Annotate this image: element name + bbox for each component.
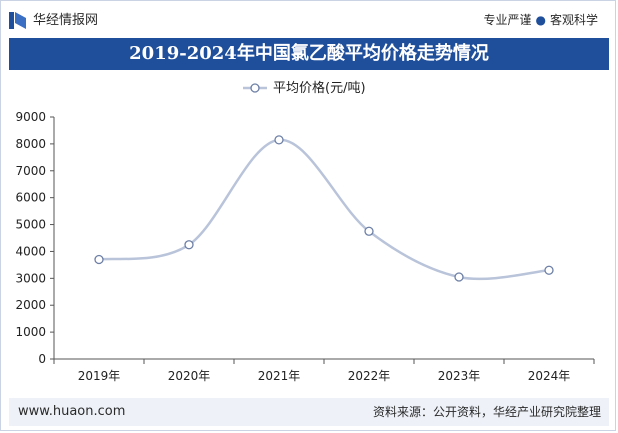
title-bar: 2019-2024年中国氯乙酸平均价格走势情况: [9, 38, 609, 70]
data-point: [364, 226, 374, 236]
y-tick-label: 2000: [15, 298, 46, 312]
x-tick-label: 2022年: [348, 369, 391, 383]
header-slogan: 专业严谨 ● 客观科学: [483, 12, 598, 29]
x-tick-label: 2021年: [258, 369, 301, 383]
series-markers: [94, 135, 554, 282]
data-point: [274, 135, 284, 145]
slogan-separator: ●: [535, 13, 546, 27]
line-chart: 0 1000 2000 3000 4000 5000 6000 7000 8000 9000 20…: [15, 80, 595, 383]
chart-axes: [50, 116, 595, 364]
chart-title: 2019-2024年中国氯乙酸平均价格走势情况: [129, 43, 489, 64]
header-bar: 华经情报网 专业严谨 ● 客观科学: [0, 0, 618, 38]
data-point: [94, 254, 104, 265]
y-tick-label: 3000: [15, 271, 46, 285]
footer-url: www.huaon.com: [18, 404, 126, 419]
data-point: [544, 265, 554, 275]
legend: 平均价格(元/吨): [243, 80, 366, 96]
y-axis-labels: 0 1000 2000 3000 4000 5000 6000 7000 8000 9000: [15, 110, 46, 366]
y-tick-label: 0: [38, 352, 46, 366]
x-tick-label: 2020年: [168, 369, 211, 383]
y-tick-label: 9000: [15, 110, 46, 124]
slogan-left: 专业严谨: [483, 13, 532, 27]
data-point: [454, 272, 464, 282]
footer-bar: www.huaon.com 资料来源：公开资料，华经产业研究院整理: [9, 398, 609, 426]
series-line: [98, 138, 550, 281]
brand-name: 华经情报网: [33, 13, 99, 28]
y-tick-label: 4000: [15, 244, 46, 258]
x-tick-label: 2019年: [78, 369, 121, 383]
x-tick-label: 2023年: [438, 369, 481, 383]
slogan-right: 客观科学: [549, 13, 598, 27]
legend-marker: [250, 83, 260, 93]
x-axis-labels: 2019年 2020年 2021年 2022年 2023年 2024年: [78, 369, 571, 383]
x-tick-label: 2024年: [528, 369, 571, 383]
y-tick-label: 1000: [15, 325, 46, 339]
legend-label: 平均价格(元/吨): [273, 80, 366, 96]
data-point: [184, 240, 194, 250]
y-tick-label: 6000: [15, 191, 46, 205]
y-tick-label: 7000: [15, 164, 46, 178]
y-tick-label: 8000: [15, 137, 46, 151]
huajing-logo-icon: [9, 12, 26, 29]
y-tick-label: 5000: [15, 218, 46, 232]
footer-source: 资料来源：公开资料，华经产业研究院整理: [372, 405, 601, 419]
